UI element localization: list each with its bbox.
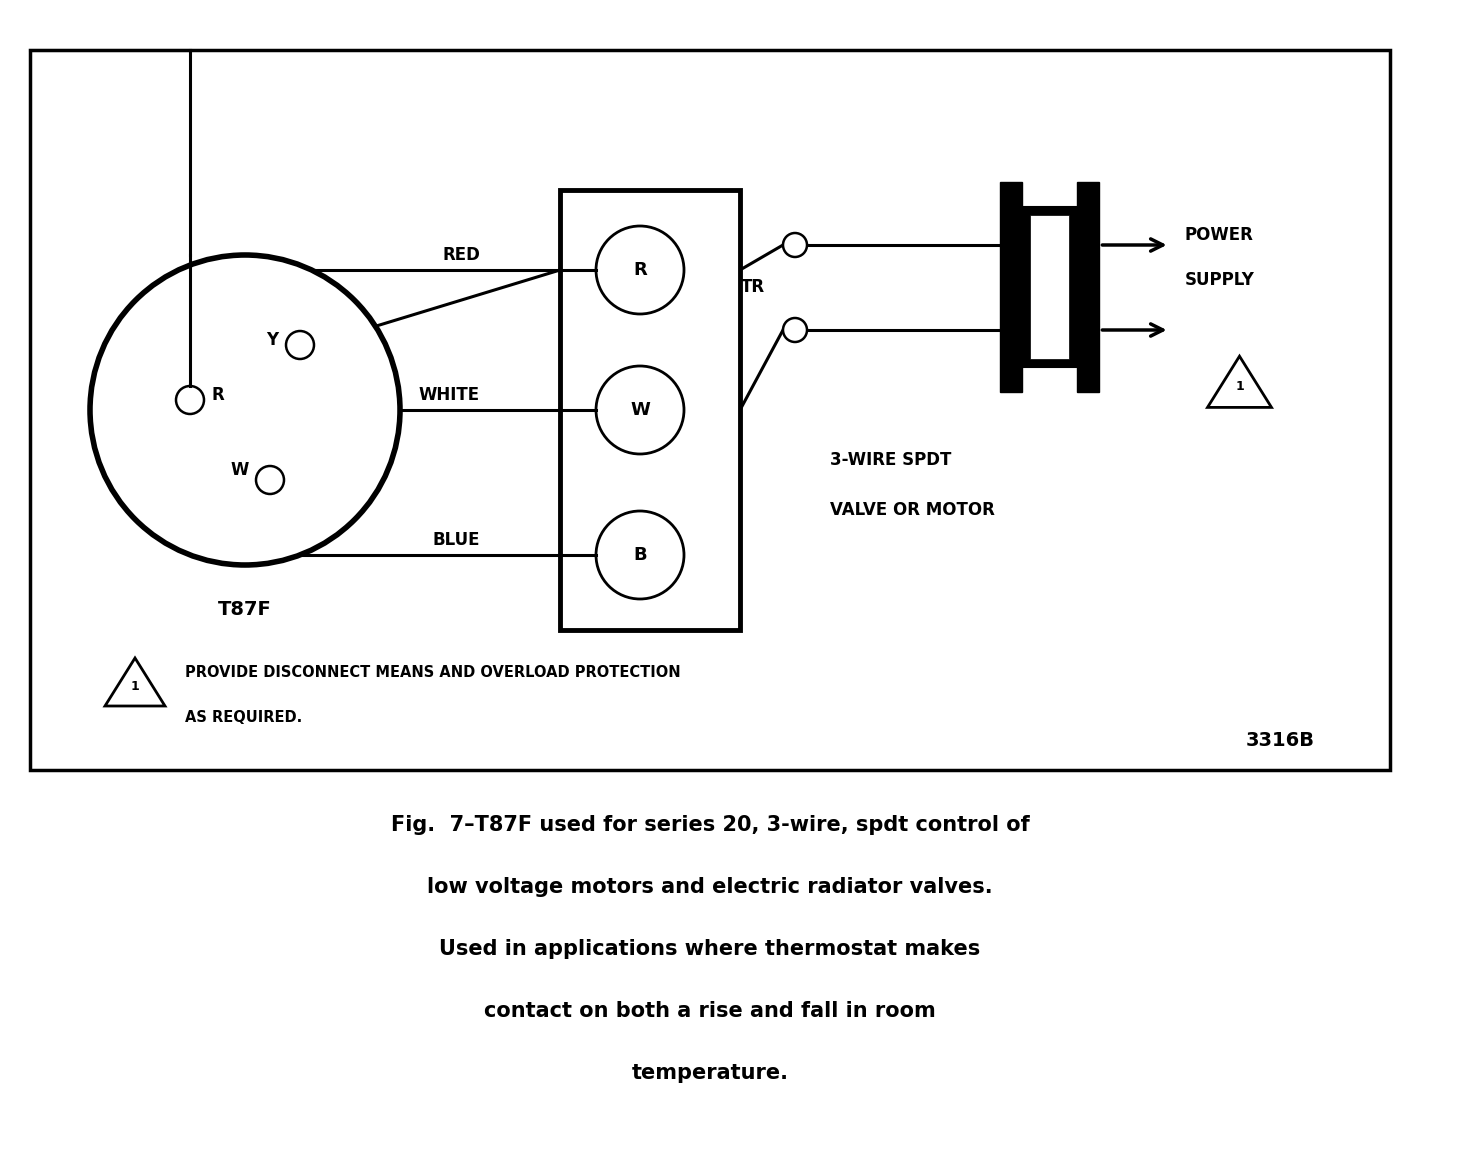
Text: 1: 1 — [1236, 381, 1244, 393]
Text: contact on both a rise and fall in room: contact on both a rise and fall in room — [485, 1000, 935, 1021]
Circle shape — [783, 233, 807, 256]
Text: W: W — [630, 401, 650, 419]
Text: WHITE: WHITE — [419, 386, 480, 404]
Circle shape — [596, 511, 684, 599]
Text: PROVIDE DISCONNECT MEANS AND OVERLOAD PROTECTION: PROVIDE DISCONNECT MEANS AND OVERLOAD PR… — [184, 666, 681, 681]
Bar — [1022, 207, 1078, 368]
Text: 1: 1 — [130, 681, 139, 693]
Text: Fig.  7–T87F used for series 20, 3-wire, spdt control of: Fig. 7–T87F used for series 20, 3-wire, … — [391, 815, 1029, 835]
Text: W: W — [231, 461, 249, 480]
Text: RED: RED — [442, 246, 480, 264]
Text: BLUE: BLUE — [432, 531, 480, 549]
Text: temperature.: temperature. — [631, 1063, 789, 1083]
Circle shape — [176, 386, 203, 414]
Circle shape — [256, 466, 284, 494]
Bar — [29, 49, 1389, 770]
Text: R: R — [212, 386, 224, 404]
Circle shape — [783, 319, 807, 342]
Circle shape — [596, 366, 684, 454]
Text: 3316B: 3316B — [1246, 730, 1315, 750]
Text: low voltage motors and electric radiator valves.: low voltage motors and electric radiator… — [427, 877, 993, 897]
Text: TR: TR — [741, 278, 766, 297]
Text: R: R — [632, 261, 647, 279]
Bar — [1078, 183, 1099, 392]
Circle shape — [89, 255, 400, 565]
Circle shape — [285, 331, 313, 359]
Circle shape — [596, 227, 684, 314]
Text: Y: Y — [266, 331, 278, 348]
Bar — [561, 190, 739, 630]
Text: Used in applications where thermostat makes: Used in applications where thermostat ma… — [439, 940, 981, 959]
Text: SUPPLY: SUPPLY — [1184, 271, 1255, 289]
Bar — [1031, 215, 1070, 360]
Bar — [1000, 183, 1022, 392]
Text: 3-WIRE SPDT: 3-WIRE SPDT — [830, 451, 952, 469]
Text: AS REQUIRED.: AS REQUIRED. — [184, 710, 302, 724]
Text: B: B — [634, 546, 647, 564]
Text: VALVE OR MOTOR: VALVE OR MOTOR — [830, 501, 996, 519]
Text: T87F: T87F — [218, 600, 272, 619]
Text: POWER: POWER — [1184, 227, 1253, 244]
